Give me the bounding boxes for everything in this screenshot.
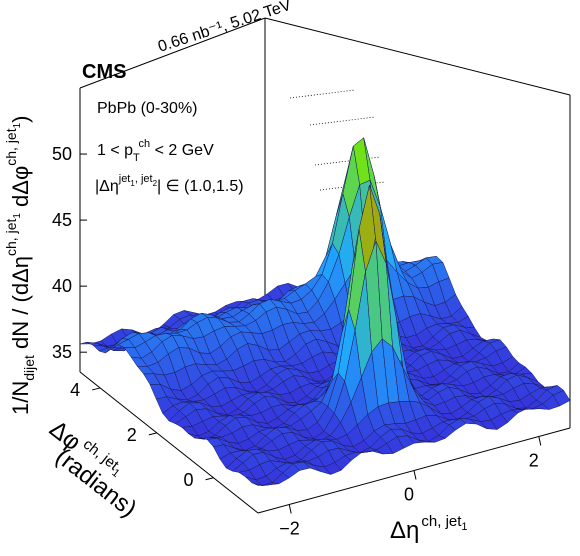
eta-tick-label: 0 bbox=[404, 485, 414, 505]
system-annotation: PbPb (0-30%) bbox=[97, 100, 198, 117]
eta-axis-title: Δη ch, jet1 bbox=[390, 513, 468, 544]
phi-tick bbox=[205, 477, 214, 481]
z-ticks: 35 40 45 50 bbox=[52, 144, 87, 362]
phi-tick bbox=[92, 387, 101, 391]
z-axis-title: 1/Ndijet dN / (dΔηch, jet1 dΔφch, jet1) bbox=[3, 116, 37, 416]
eta-tick bbox=[288, 504, 292, 514]
eta-tick bbox=[538, 436, 542, 446]
plot-frame bbox=[79, 17, 571, 514]
z-gridline bbox=[289, 89, 356, 99]
back-top-edge bbox=[79, 17, 266, 89]
z-tick-label: 50 bbox=[52, 144, 72, 164]
phi-tick-label: 2 bbox=[127, 425, 137, 445]
phi-tick bbox=[148, 432, 157, 436]
eta-tick-label: 2 bbox=[529, 451, 539, 471]
eta-tick bbox=[413, 470, 417, 480]
phi-axis-line bbox=[79, 371, 259, 514]
surface-cell bbox=[552, 389, 571, 407]
z-tick-label: 35 bbox=[52, 342, 72, 362]
pt-selection-annotation: 1 < pTch < 2 GeV bbox=[97, 138, 214, 164]
surface-mesh bbox=[79, 136, 571, 486]
phi-tick-label: 4 bbox=[70, 380, 80, 400]
svg-text:1/Ndijet dN / (dΔηch, jet1 dΔφ: 1/Ndijet dN / (dΔηch, jet1 dΔφch, jet1) bbox=[3, 116, 37, 416]
experiment-label: CMS bbox=[82, 61, 126, 83]
right-top-edge bbox=[264, 17, 571, 96]
z-tick-label: 40 bbox=[52, 276, 72, 296]
phi-tick-label: 0 bbox=[184, 470, 194, 490]
eta-ticks: −2 0 2 bbox=[279, 436, 542, 539]
deta-selection-annotation: |Δηjet1, jet2| ∈ (1.0,1.5) bbox=[95, 173, 244, 195]
z-gridline bbox=[309, 116, 376, 126]
eta-tick-label: −2 bbox=[279, 519, 300, 539]
phi-ticks: 0 2 4 bbox=[70, 380, 214, 490]
z-tick-label: 45 bbox=[52, 210, 72, 230]
